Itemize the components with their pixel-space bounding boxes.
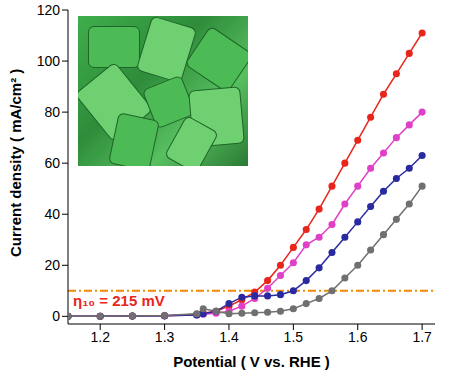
- svg-text:1.2: 1.2: [90, 329, 110, 345]
- svg-text:1.5: 1.5: [284, 329, 304, 345]
- svg-text:1.3: 1.3: [155, 329, 175, 345]
- svg-text:120: 120: [37, 2, 61, 18]
- svg-text:Potential ( V vs. RHE ): Potential ( V vs. RHE ): [173, 353, 330, 370]
- svg-text:60: 60: [44, 155, 60, 171]
- svg-text:40: 40: [44, 206, 60, 222]
- svg-text:20: 20: [44, 257, 60, 273]
- svg-text:η₁₀ = 215 mV: η₁₀ = 215 mV: [73, 292, 165, 309]
- svg-text:80: 80: [44, 104, 60, 120]
- svg-text:1.4: 1.4: [219, 329, 239, 345]
- svg-text:1.6: 1.6: [348, 329, 368, 345]
- svg-text:0: 0: [52, 308, 60, 324]
- svg-text:100: 100: [37, 53, 61, 69]
- svg-text:Current density ( mA/cm² ): Current density ( mA/cm² ): [7, 69, 24, 257]
- svg-text:1.7: 1.7: [412, 329, 432, 345]
